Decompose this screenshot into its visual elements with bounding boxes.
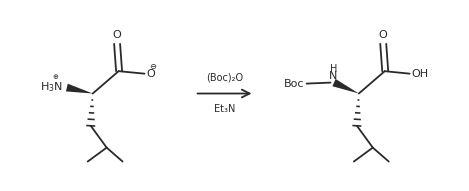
Text: O: O [146,69,155,79]
Text: O: O [379,30,387,40]
Text: O: O [113,30,121,40]
Text: $\ominus$: $\ominus$ [149,62,158,71]
Text: (Boc)₂O: (Boc)₂O [206,73,243,83]
Text: Et₃N: Et₃N [214,104,235,114]
Text: OH: OH [412,69,429,79]
Text: $\oplus$: $\oplus$ [52,72,60,81]
Polygon shape [66,84,93,94]
Text: H: H [330,64,337,74]
Text: Boc: Boc [284,79,304,89]
Text: H$_3$N: H$_3$N [40,81,63,95]
Polygon shape [333,79,359,94]
Text: N: N [329,71,338,81]
